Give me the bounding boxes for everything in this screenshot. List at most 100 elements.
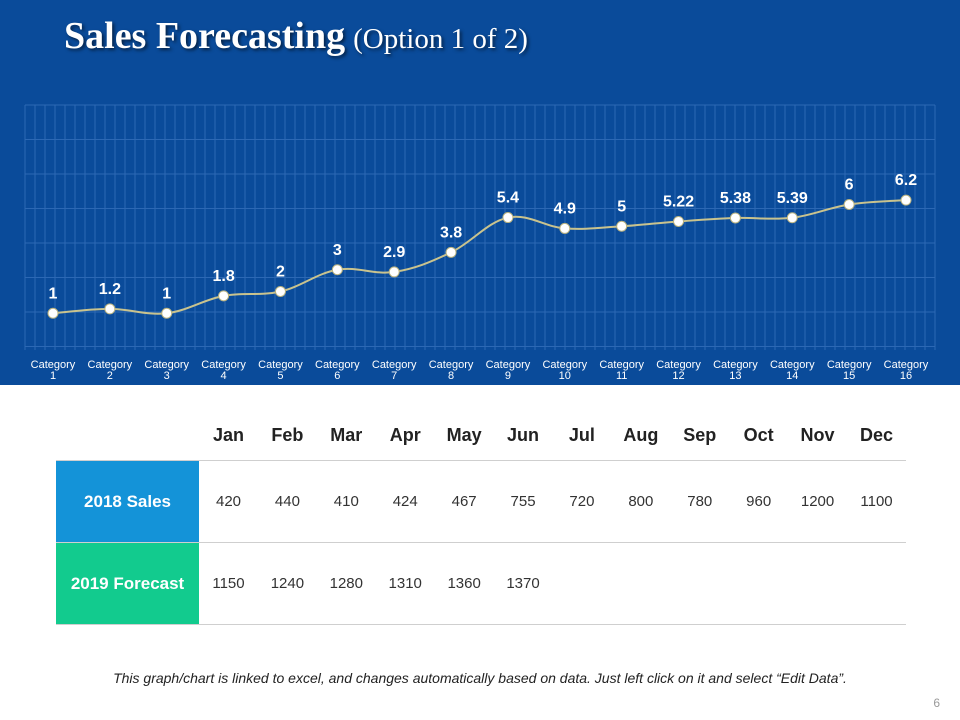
data-label: 6.2: [895, 172, 917, 189]
data-point: [559, 222, 571, 234]
data-label: 5.38: [720, 190, 751, 207]
month-header: Feb: [257, 410, 317, 461]
table-cell: 1150: [199, 542, 258, 625]
table-row: 2019 Forecast 1150 1240 1280 1310 1360 1370: [56, 542, 906, 625]
data-label: 5.4: [497, 190, 519, 207]
table-cell: 1310: [375, 542, 435, 625]
table-cell: [729, 542, 789, 625]
table-cell: 1200: [788, 460, 848, 543]
table-cell: 410: [316, 460, 376, 543]
data-point: [218, 290, 230, 302]
x-tick-label: Category 16: [884, 359, 929, 382]
series-markers: [47, 194, 912, 319]
x-tick-label: Category 5: [258, 359, 303, 382]
data-point: [445, 246, 457, 258]
x-tick-label: Category 6: [315, 359, 360, 382]
sales-table: Jan Feb Mar Apr May Jun Jul Aug Sep Oct Nov Dec 201…: [56, 410, 906, 625]
month-header: Mar: [316, 410, 376, 461]
table-cell: 720: [552, 460, 612, 543]
x-tick-label: Category 2: [88, 359, 133, 382]
data-label: 1: [162, 285, 171, 302]
table-cell: [847, 542, 906, 625]
data-point: [502, 212, 514, 224]
x-tick-label: Category 3: [144, 359, 189, 382]
table-cell: [670, 542, 730, 625]
table-cell: 1370: [493, 542, 553, 625]
data-label: 2.9: [383, 244, 405, 261]
table-cell: 420: [199, 460, 258, 543]
data-label: 1.8: [212, 268, 234, 285]
data-label: 3: [333, 242, 342, 259]
page-number: 6: [933, 696, 940, 710]
data-point: [47, 307, 59, 319]
x-tick-label: Category 15: [827, 359, 872, 382]
table-cell: [552, 542, 612, 625]
chart-gridlines: [24, 104, 936, 350]
month-header: Dec: [847, 410, 906, 461]
month-header: Jun: [493, 410, 553, 461]
x-tick-label: Category 13: [713, 359, 758, 382]
data-point: [729, 212, 741, 224]
x-tick-label: Category 14: [770, 359, 815, 382]
sales-table-body: 2018 Sales 420 440 410 424 467 755 720 800 780 960…: [56, 460, 906, 625]
x-tick-label: Category 8: [429, 359, 474, 382]
month-header-row: Jan Feb Mar Apr May Jun Jul Aug Sep Oct Nov Dec: [56, 410, 906, 461]
data-label: 5.39: [777, 190, 808, 207]
data-point: [673, 215, 685, 227]
data-label: 3.8: [440, 224, 462, 241]
month-header: Oct: [729, 410, 789, 461]
table-cell: 780: [670, 460, 730, 543]
table-cell: 1240: [257, 542, 317, 625]
data-label: 1.2: [99, 281, 121, 298]
row-label: 2019 Forecast: [56, 542, 200, 625]
month-header: Aug: [611, 410, 671, 461]
month-header: Apr: [375, 410, 435, 461]
x-tick-label: Category 1: [31, 359, 76, 382]
table-cell: 424: [375, 460, 435, 543]
data-point: [900, 194, 912, 206]
data-label: 4.9: [554, 200, 576, 217]
series-line: [52, 199, 907, 315]
table-cell: 467: [434, 460, 494, 543]
table-cell: [788, 542, 848, 625]
table-cell: 1360: [434, 542, 494, 625]
header-corner: [56, 410, 200, 461]
table-cell: 755: [493, 460, 553, 543]
data-point: [161, 307, 173, 319]
data-label: 5.22: [663, 193, 694, 210]
data-point: [616, 220, 628, 232]
x-tick-label: Category 10: [542, 359, 587, 382]
sales-table-container: Jan Feb Mar Apr May Jun Jul Aug Sep Oct Nov Dec 201…: [56, 410, 906, 625]
data-point: [843, 199, 855, 210]
month-header: Jul: [552, 410, 612, 461]
x-tick-label: Category 11: [599, 359, 644, 382]
slide-title: Sales Forecasting (Option 1 of 2): [64, 14, 528, 58]
month-header: Jan: [199, 410, 258, 461]
data-labels: 1 1.2 1 1.8 2 3 2.9 3.8 5.4 4.9 5 5.22 5.38 5.39 6 6.2: [49, 172, 918, 302]
table-cell: 1100: [847, 460, 906, 543]
footnote: This graph/chart is linked to excel, and…: [113, 670, 847, 686]
title-subtitle: (Option 1 of 2): [353, 23, 528, 55]
data-point: [331, 264, 343, 276]
title-main: Sales Forecasting: [64, 15, 346, 57]
data-label: 2: [276, 264, 285, 281]
table-cell: 440: [257, 460, 317, 543]
data-label: 1: [49, 285, 58, 302]
chart-background: [0, 0, 960, 385]
data-label: 5: [617, 198, 626, 215]
table-cell: 960: [729, 460, 789, 543]
x-tick-label: Category 4: [201, 359, 246, 382]
table-cell: 800: [611, 460, 671, 543]
data-label: 6: [845, 177, 854, 194]
x-tick-label: Category 12: [656, 359, 701, 382]
month-header: Nov: [788, 410, 848, 461]
line-chart: 1 1.2 11.8 23 2.93.85.44.9 5 5.22 5.38 5.396 6.2 …: [24, 104, 936, 382]
table-cell: 1280: [316, 542, 376, 625]
data-point: [104, 303, 116, 315]
row-label: 2018 Sales: [56, 460, 200, 543]
x-tick-label: Category 7: [372, 359, 417, 382]
data-point: [274, 286, 286, 297]
month-header: May: [434, 410, 494, 461]
month-header: Sep: [670, 410, 730, 461]
x-axis-tick-labels: Category 1 Category 2 Category 3 Category 4 Cate…: [31, 359, 929, 382]
